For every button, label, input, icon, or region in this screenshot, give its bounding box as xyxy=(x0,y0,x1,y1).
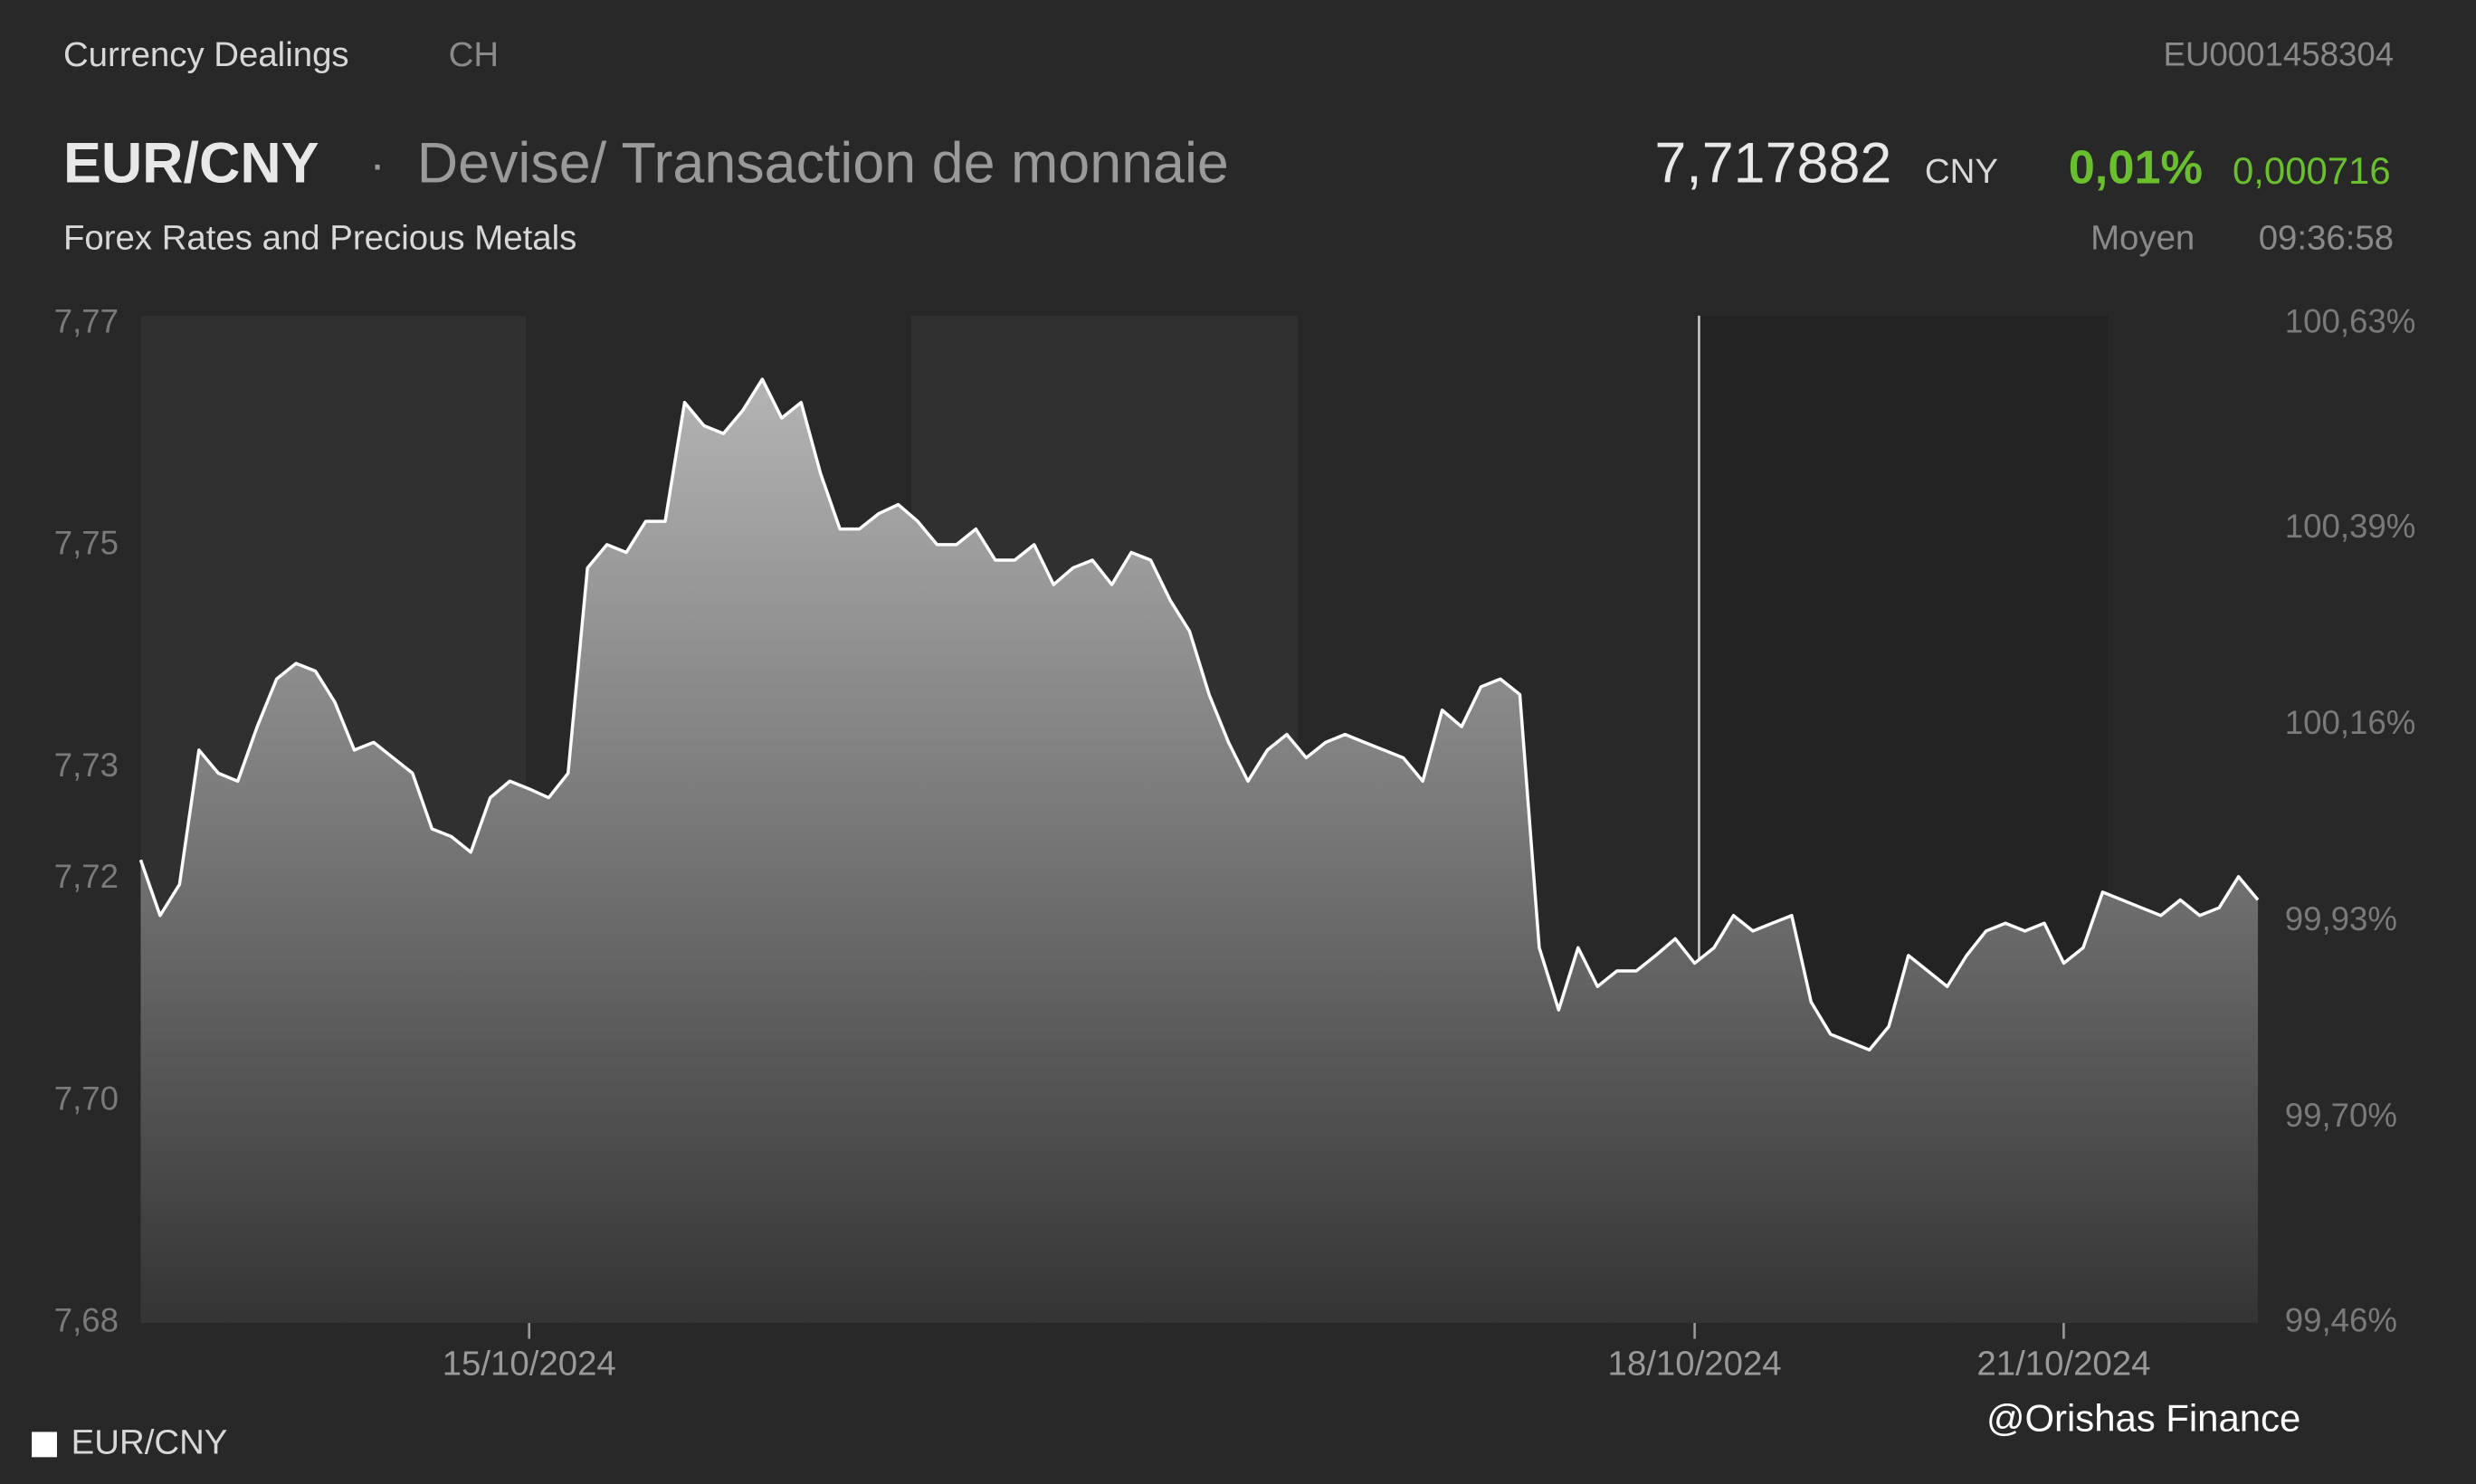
region: CH xyxy=(449,35,499,74)
y2-tick-label: 100,63% xyxy=(2285,302,2416,339)
change-pct: 0,01% xyxy=(2069,141,2203,194)
legend-swatch xyxy=(32,1432,57,1458)
change-abs: 0,000716 xyxy=(2233,149,2391,192)
y-tick-label: 7,68 xyxy=(54,1302,119,1339)
currency: CNY xyxy=(1925,152,1998,191)
y2-tick-label: 100,39% xyxy=(2285,508,2416,545)
y-tick-label: 7,75 xyxy=(54,525,119,562)
time: 09:36:58 xyxy=(2259,218,2394,257)
y-tick-label: 7,73 xyxy=(54,747,119,784)
price: 7,717882 xyxy=(1654,132,1891,195)
legend-label: EUR/CNY xyxy=(71,1423,228,1462)
y-tick-label: 7,72 xyxy=(54,858,119,895)
y-tick-label: 7,70 xyxy=(54,1080,119,1117)
watermark: @Orishas Finance xyxy=(1986,1396,2300,1439)
x-tick-label: 21/10/2024 xyxy=(1976,1344,2150,1383)
subtitle: Forex Rates and Precious Metals xyxy=(63,218,576,257)
y2-tick-label: 100,16% xyxy=(2285,704,2416,741)
section: Currency Dealings xyxy=(63,35,349,74)
isin: EU0001458304 xyxy=(2164,35,2395,72)
separator: · xyxy=(369,138,385,191)
description: Devise/ Transaction de monnaie xyxy=(417,132,1229,195)
pair: EUR/CNY xyxy=(63,132,319,195)
line xyxy=(138,377,2260,1051)
x-tick-label: 18/10/2024 xyxy=(1608,1344,1782,1383)
y-tick-label: 7,77 xyxy=(54,302,119,339)
area xyxy=(140,379,2259,1324)
x-tick-label: 15/10/2024 xyxy=(443,1344,616,1383)
y2-tick-label: 99,70% xyxy=(2285,1097,2397,1134)
price-type: Moyen xyxy=(2090,218,2195,257)
y2-tick-label: 99,46% xyxy=(2285,1302,2397,1339)
y2-tick-label: 99,93% xyxy=(2285,900,2397,937)
